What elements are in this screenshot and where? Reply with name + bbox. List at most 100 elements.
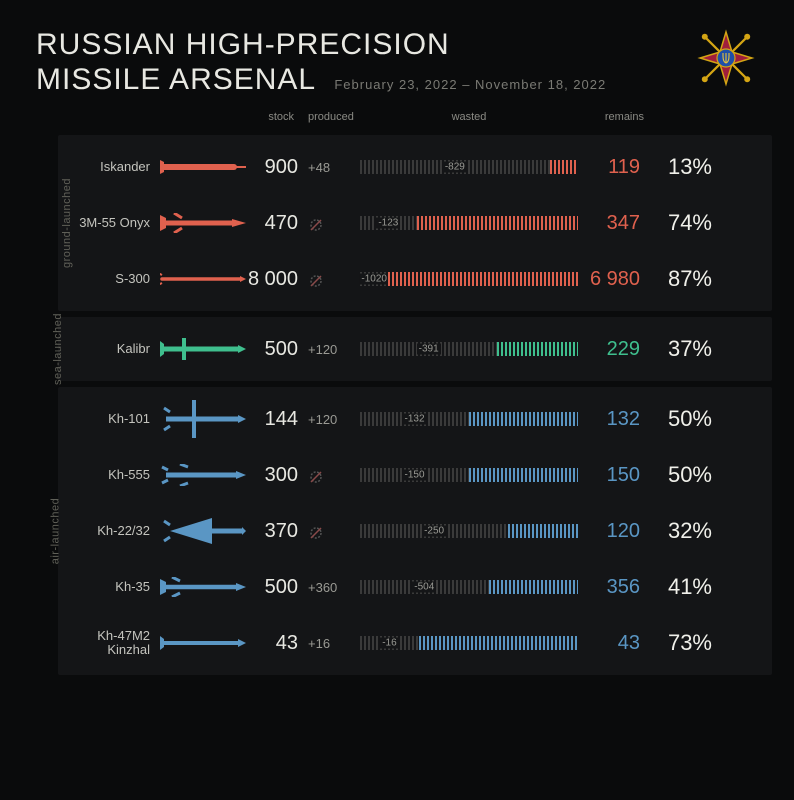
group-air: air-launchedKh-101144+120 -132 13250%Kh-… bbox=[58, 387, 772, 675]
usage-bar: -1020 bbox=[360, 268, 578, 290]
missile-row: Kh-22/32 370 -250 12032% bbox=[58, 503, 772, 559]
remains-value: 229 bbox=[578, 338, 644, 361]
remains-pct: 50% bbox=[644, 462, 720, 488]
produced-value bbox=[308, 467, 360, 483]
missile-name: Iskander bbox=[66, 160, 158, 174]
missile-icon bbox=[158, 636, 248, 650]
missile-name: Kh-101 bbox=[66, 412, 158, 426]
remains-pct: 73% bbox=[644, 630, 720, 656]
produced-null-icon bbox=[308, 525, 322, 539]
produced-value: +120 bbox=[308, 412, 360, 427]
remains-value: 43 bbox=[578, 632, 644, 655]
missile-icon bbox=[158, 338, 248, 360]
missile-row: Kh-47M2 Kinzhal43+16 -16 4373% bbox=[58, 615, 772, 671]
usage-bar: -132 bbox=[360, 408, 578, 430]
usage-bar: -123 bbox=[360, 212, 578, 234]
produced-null-icon bbox=[308, 273, 322, 287]
missile-name: Kh-35 bbox=[66, 580, 158, 594]
stock-value: 43 bbox=[248, 632, 308, 655]
remains-pct: 32% bbox=[644, 518, 720, 544]
stock-value: 900 bbox=[248, 156, 308, 179]
missile-row: 3M-55 Onyx 470 -123 34774% bbox=[58, 195, 772, 251]
missile-row: Kalibr 500+120 -391 22937% bbox=[58, 321, 772, 377]
produced-value bbox=[308, 271, 360, 287]
missile-row: Kh-555 300 -150 15050% bbox=[58, 447, 772, 503]
usage-bar: -391 bbox=[360, 338, 578, 360]
remains-pct: 74% bbox=[644, 210, 720, 236]
group-label: ground-launched bbox=[61, 178, 73, 268]
missile-row: Kh-101144+120 -132 13250% bbox=[58, 391, 772, 447]
page-title: RUSSIAN HIGH-PRECISION MISSILE ARSENAL F… bbox=[36, 28, 758, 97]
remains-pct: 13% bbox=[644, 154, 720, 180]
usage-bar: -16 bbox=[360, 632, 578, 654]
stock-value: 300 bbox=[248, 464, 308, 487]
usage-bar: -250 bbox=[360, 520, 578, 542]
missile-row: Kh-35500+360 -504 35641% bbox=[58, 559, 772, 615]
col-remains: remains bbox=[578, 111, 644, 123]
missile-icon bbox=[158, 400, 248, 438]
missile-name: Kh-555 bbox=[66, 468, 158, 482]
wasted-label: -150 bbox=[402, 470, 426, 481]
groups-container: ground-launchedIskander900+48 -829 11913… bbox=[0, 135, 794, 675]
usage-bar: -150 bbox=[360, 464, 578, 486]
stock-value: 370 bbox=[248, 520, 308, 543]
remains-value: 120 bbox=[578, 520, 644, 543]
stock-value: 144 bbox=[248, 408, 308, 431]
stock-value: 8 000 bbox=[248, 268, 308, 291]
emblem-icon bbox=[694, 26, 758, 90]
missile-name: S-300 bbox=[66, 272, 158, 286]
produced-null-icon bbox=[308, 469, 322, 483]
group-label: sea-launched bbox=[52, 313, 64, 385]
missile-row: Iskander 900+48 -829 11913% bbox=[58, 139, 772, 195]
group-sea: sea-launchedKalibr500+120 -391 22937% bbox=[58, 317, 772, 381]
produced-value: +16 bbox=[308, 636, 360, 651]
missile-icon bbox=[158, 213, 248, 233]
produced-value bbox=[308, 523, 360, 539]
col-wasted: wasted bbox=[360, 111, 578, 123]
column-headers: stock produced wasted remains bbox=[0, 105, 794, 129]
wasted-label: -829 bbox=[443, 162, 467, 173]
stock-value: 470 bbox=[248, 212, 308, 235]
col-stock: stock bbox=[248, 111, 308, 123]
wasted-label: -250 bbox=[422, 526, 446, 537]
title-line-1: RUSSIAN HIGH-PRECISION bbox=[36, 28, 450, 61]
missile-name: Kalibr bbox=[66, 342, 158, 356]
produced-value: +120 bbox=[308, 342, 360, 357]
remains-pct: 41% bbox=[644, 574, 720, 600]
usage-bar: -504 bbox=[360, 576, 578, 598]
wasted-label: -123 bbox=[376, 218, 400, 229]
missile-icon bbox=[158, 273, 248, 285]
missile-name: Kh-22/32 bbox=[66, 524, 158, 538]
date-range: February 23, 2022 – November 18, 2022 bbox=[334, 78, 606, 93]
remains-value: 347 bbox=[578, 212, 644, 235]
remains-value: 6 980 bbox=[578, 268, 644, 291]
stock-value: 500 bbox=[248, 338, 308, 361]
header: RUSSIAN HIGH-PRECISION MISSILE ARSENAL F… bbox=[0, 0, 794, 105]
missile-icon bbox=[158, 577, 248, 597]
remains-value: 356 bbox=[578, 576, 644, 599]
missile-icon bbox=[158, 516, 248, 546]
produced-value bbox=[308, 215, 360, 231]
usage-bar: -829 bbox=[360, 156, 578, 178]
produced-null-icon bbox=[308, 217, 322, 231]
missile-icon bbox=[158, 158, 248, 176]
remains-value: 119 bbox=[578, 156, 644, 179]
missile-name: 3M-55 Onyx bbox=[66, 216, 158, 230]
stock-value: 500 bbox=[248, 576, 308, 599]
wasted-label: -391 bbox=[417, 344, 441, 355]
remains-pct: 37% bbox=[644, 336, 720, 362]
remains-pct: 87% bbox=[644, 266, 720, 292]
wasted-label: -1020 bbox=[359, 274, 389, 285]
missile-row: S-300 8 000 -1020 6 98087% bbox=[58, 251, 772, 307]
wasted-label: -16 bbox=[380, 638, 398, 649]
wasted-label: -132 bbox=[402, 414, 426, 425]
missile-name: Kh-47M2 Kinzhal bbox=[66, 629, 158, 658]
remains-value: 150 bbox=[578, 464, 644, 487]
remains-value: 132 bbox=[578, 408, 644, 431]
group-label: air-launched bbox=[49, 498, 61, 565]
title-line-2: MISSILE ARSENAL bbox=[36, 63, 315, 96]
produced-value: +48 bbox=[308, 160, 360, 175]
missile-icon bbox=[158, 464, 248, 486]
group-ground: ground-launched Iskander 900+48 -829 11913… bbox=[58, 135, 772, 311]
col-produced: produced bbox=[308, 111, 360, 123]
